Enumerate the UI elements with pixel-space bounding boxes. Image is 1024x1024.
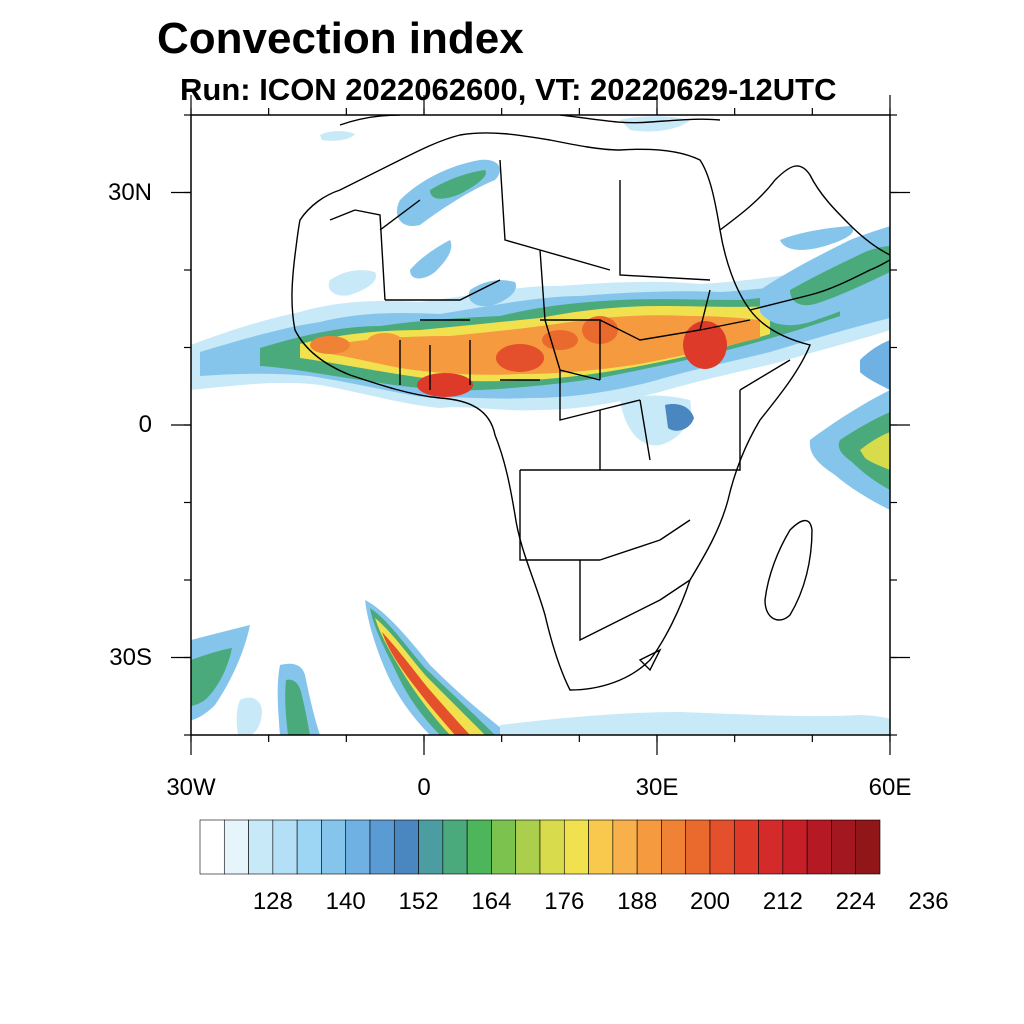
colorbar-swatch (345, 819, 371, 875)
hotspot-guinea (367, 333, 403, 351)
colorbar-swatch (612, 819, 638, 875)
indian-ocean-north (860, 340, 890, 390)
colorbar-swatch (248, 819, 274, 875)
lat-tick-label: 30N (107, 178, 152, 206)
colorbar-swatch (733, 819, 759, 875)
front-green (370, 608, 495, 735)
colorbar-tick-label: 176 (544, 888, 585, 915)
lon-tick-label: 0 (417, 774, 431, 801)
axis-ticks (171, 95, 910, 755)
lat-tick-label: 0 (138, 411, 152, 438)
lake-patch-core (665, 404, 694, 431)
colorbar-swatch (369, 819, 395, 875)
africa-coastline (291, 132, 811, 691)
page-title: Convection index (157, 14, 524, 63)
colorbar-swatch (272, 819, 298, 875)
sw-patch-2-core (285, 679, 310, 735)
hotspot-west-africa (310, 336, 350, 354)
colorbar-swatch (782, 819, 808, 875)
colorbar-tick-label: 200 (689, 888, 731, 915)
colorbar-swatch (539, 819, 565, 875)
front-red (382, 632, 470, 735)
south-band (500, 712, 890, 735)
colorbar-tick-label: 164 (471, 888, 512, 915)
colorbar-swatch (296, 819, 322, 875)
sahara-patch-4 (468, 280, 516, 307)
front-yellow (375, 618, 485, 735)
colorbar-swatch (491, 819, 517, 875)
arabia-coastline (719, 165, 890, 311)
colorbar-swatch (685, 819, 711, 875)
sahara-patch-3 (328, 270, 376, 296)
hotspot-cameroon (542, 330, 578, 350)
colorbar-tick-label: 236 (908, 888, 949, 915)
lon-tick-label: 30E (635, 774, 679, 801)
colorbar-swatch (806, 819, 832, 875)
colorbar-swatch (321, 819, 347, 875)
colorbar (199, 819, 881, 875)
front-outer (365, 600, 510, 735)
colorbar-tick-label: 188 (617, 888, 658, 915)
colorbar-swatch (199, 819, 225, 875)
colorbar-swatch (466, 819, 492, 875)
colorbar-swatch (442, 819, 468, 875)
indian-ocean-yellow (860, 432, 890, 470)
run-subtitle: Run: ICON 2022062600, VT: 20220629-12UTC (180, 72, 837, 107)
libya-patch (620, 116, 690, 132)
colorbar-swatch (758, 819, 784, 875)
colorbar-swatch (393, 819, 419, 875)
colorbar-tick-label: 212 (762, 888, 803, 915)
sw-patch-1-core (191, 648, 232, 706)
arabia-green (790, 246, 890, 306)
colorbar-swatch (223, 819, 249, 875)
convection-field (191, 116, 890, 735)
colorbar-swatch (563, 819, 589, 875)
lon-tick-label: 60E (868, 774, 912, 801)
colorbar-swatch (831, 819, 857, 875)
madagascar (764, 519, 813, 621)
plot-frame (190, 114, 891, 736)
med-patch (320, 131, 355, 141)
colorbar-swatch (636, 819, 662, 875)
colorbar-swatch (588, 819, 614, 875)
hotspot-ethiopia (683, 321, 727, 369)
colorbar-tick-label: 128 (252, 888, 293, 915)
lon-tick-label: 30W (166, 774, 216, 801)
country-borders (329, 159, 791, 672)
colorbar-tick-label: 224 (835, 888, 876, 915)
lat-tick-label: 30S (109, 643, 152, 671)
colorbar-swatch (855, 819, 881, 875)
sw-patch-3 (236, 697, 262, 735)
colorbar-swatch (515, 819, 541, 875)
hotspot-gulf-guinea (417, 373, 473, 397)
hotspot-nigeria (496, 344, 544, 372)
sahara-patch-2 (410, 240, 452, 279)
colorbar-swatch (661, 819, 687, 875)
colorbar-swatch (709, 819, 735, 875)
colorbar-swatch (418, 819, 444, 875)
sahara-patch-1-core (430, 170, 486, 199)
colorbar-tick-label: 140 (325, 888, 366, 915)
colorbar-tick-label: 152 (398, 888, 439, 915)
arabia-top (780, 226, 854, 250)
